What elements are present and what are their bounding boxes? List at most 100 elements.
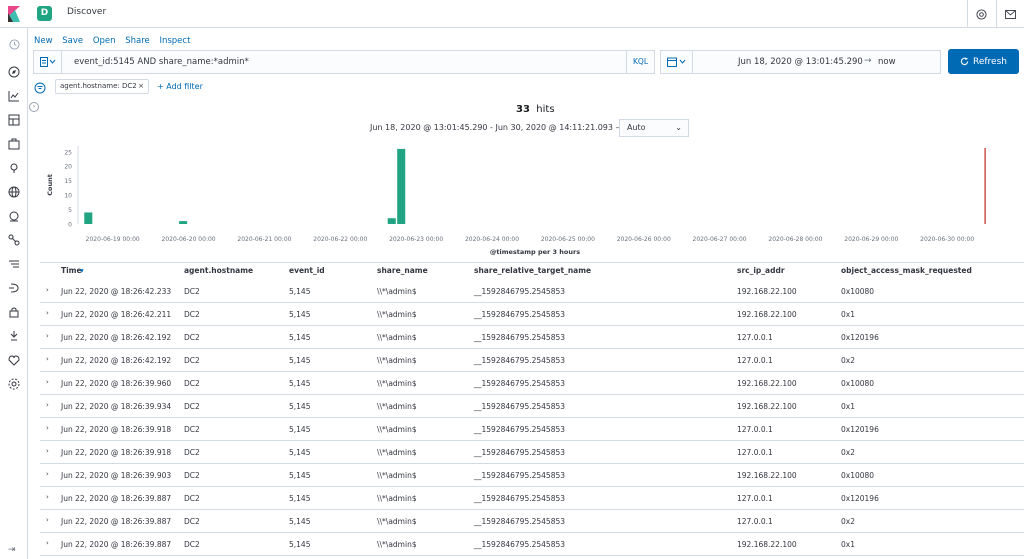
interval-select[interactable]: Auto ⌄ [619,119,689,137]
space-avatar[interactable]: D [37,6,52,21]
table-cell: \\*\admin$ [377,402,417,411]
graph-icon[interactable] [6,232,22,248]
top-menu: New Save Open Share Inspect [34,36,197,46]
column-header-event-id[interactable]: event_id [289,266,325,275]
mail-icon[interactable] [996,0,1024,28]
column-header-share-name[interactable]: share_name [377,266,428,275]
ml-icon[interactable] [6,208,22,224]
column-header-src-ip-addr[interactable]: src_ip_addr [737,266,785,275]
table-row[interactable]: › Jun 22, 2020 @ 18:26:39.887 DC2 5,145 \\*\… [40,487,1024,510]
dashboard-icon[interactable] [6,112,22,128]
table-cell: Jun 22, 2020 @ 18:26:39.903 [61,471,172,480]
expand-row-icon[interactable]: › [46,539,49,547]
document-table [40,262,1024,559]
siem-icon[interactable] [6,184,22,200]
uptime-icon[interactable] [6,304,22,320]
table-cell: 5,145 [289,517,311,526]
table-cell: \\*\admin$ [377,494,417,503]
expand-row-icon[interactable]: › [46,378,49,386]
query-input[interactable]: event_id:5145 AND share_name:*admin* [74,57,249,67]
hits-count: 33 hits [516,104,555,115]
table-row[interactable]: › Jun 22, 2020 @ 18:26:39.960 DC2 5,145 \\*\… [40,372,1024,395]
table-cell: 192.168.22.100 [737,310,797,319]
column-header-time[interactable]: Time [61,266,82,275]
date-start[interactable]: Jun 18, 2020 @ 13:01:45.290 [738,57,863,67]
expand-row-icon[interactable]: › [46,470,49,478]
close-icon[interactable]: × [138,82,144,90]
filter-pill[interactable]: agent.hostname: DC2 × [55,79,149,94]
column-header-agent-hostname[interactable]: agent.hostname [184,266,254,275]
x-tick-label: 2020-06-30 00:00 [920,236,974,243]
monitoring-icon[interactable] [6,352,22,368]
menu-open[interactable]: Open [92,36,116,46]
x-tick-label: 2020-06-20 00:00 [162,236,216,243]
expand-row-icon[interactable]: › [46,424,49,432]
dev-tools-icon[interactable] [6,328,22,344]
expand-row-icon[interactable]: › [46,355,49,363]
column-header-object-access-mask-requested[interactable]: object_access_mask_requested [841,266,972,275]
query-language-toggle[interactable]: KQL [626,51,654,73]
refresh-button[interactable]: Refresh [948,49,1019,74]
apm-icon[interactable] [6,280,22,296]
saved-query-button[interactable] [34,51,62,73]
expand-row-icon[interactable]: › [46,332,49,340]
arrow-right-icon: → [864,56,872,66]
visualize-icon[interactable] [6,88,22,104]
column-header-share-relative-target-name[interactable]: share_relative_target_name [474,266,592,275]
x-tick-label: 2020-06-26 00:00 [617,236,671,243]
table-cell: 127.0.0.1 [737,356,773,365]
dock-navigation-icon[interactable]: ⇥ [8,545,16,555]
calendar-quick-menu[interactable] [661,51,693,73]
expand-row-icon[interactable]: › [46,309,49,317]
table-row[interactable]: › Jun 22, 2020 @ 18:26:42.233 DC2 5,145 \\*\… [40,280,1024,303]
histogram-bar [387,218,396,224]
chevron-down-icon: ⌄ [675,123,682,132]
kibana-logo-icon[interactable] [0,0,28,28]
sidebar-collapse-toggle[interactable]: › [29,102,39,112]
menu-save[interactable]: Save [62,36,84,46]
table-row[interactable]: › Jun 22, 2020 @ 18:26:39.918 DC2 5,145 \\*\… [40,441,1024,464]
table-cell: 127.0.0.1 [737,448,773,457]
table-cell: __1592846795.2545853 [474,494,566,503]
menu-share[interactable]: Share [125,36,150,46]
recent-icon[interactable] [6,36,22,52]
x-tick-label: 2020-06-21 00:00 [237,236,291,243]
management-icon[interactable] [6,376,22,392]
table-cell: 192.168.22.100 [737,540,797,549]
table-row[interactable]: › Jun 22, 2020 @ 18:26:39.934 DC2 5,145 \\*\… [40,395,1024,418]
expand-row-icon[interactable]: › [46,286,49,294]
expand-row-icon[interactable]: › [46,401,49,409]
discover-icon[interactable] [6,64,22,80]
table-cell: \\*\admin$ [377,517,417,526]
table-cell: Jun 22, 2020 @ 18:26:42.192 [61,356,172,365]
table-cell: 127.0.0.1 [737,494,773,503]
table-row[interactable]: › Jun 22, 2020 @ 18:26:39.918 DC2 5,145 \\*\… [40,418,1024,441]
canvas-icon[interactable] [6,136,22,152]
menu-inspect[interactable]: Inspect [159,36,191,46]
table-cell: DC2 [184,287,200,296]
maps-icon[interactable] [6,160,22,176]
sort-descending-icon[interactable]: ▾ [80,266,84,275]
table-row[interactable]: › Jun 22, 2020 @ 18:26:39.903 DC2 5,145 \\*\… [40,464,1024,487]
date-end[interactable]: now [878,57,896,67]
table-cell: Jun 22, 2020 @ 18:26:39.918 [61,425,172,434]
logs-icon[interactable] [6,256,22,272]
x-tick-label: 2020-06-22 00:00 [313,236,367,243]
expand-row-icon[interactable]: › [46,493,49,501]
table-cell: DC2 [184,379,200,388]
add-filter-button[interactable]: + Add filter [157,82,203,91]
table-cell: __1592846795.2545853 [474,540,566,549]
histogram-bar [397,148,406,224]
expand-row-icon[interactable]: › [46,447,49,455]
filter-options-icon[interactable] [33,81,47,95]
table-row[interactable]: › Jun 22, 2020 @ 18:26:42.211 DC2 5,145 \\*\… [40,303,1024,326]
table-row[interactable]: › Jun 22, 2020 @ 18:26:42.192 DC2 5,145 \\*\… [40,349,1024,372]
table-row[interactable]: › Jun 22, 2020 @ 18:26:39.887 DC2 5,145 \\*\… [40,533,1024,556]
table-cell: DC2 [184,494,200,503]
expand-row-icon[interactable]: › [46,516,49,524]
table-cell: 0x10080 [841,287,875,296]
menu-new[interactable]: New [34,36,53,46]
table-row[interactable]: › Jun 22, 2020 @ 18:26:42.192 DC2 5,145 \\*\… [40,326,1024,349]
table-row[interactable]: › Jun 22, 2020 @ 18:26:39.887 DC2 5,145 \\*\… [40,510,1024,533]
help-icon[interactable] [967,0,995,28]
